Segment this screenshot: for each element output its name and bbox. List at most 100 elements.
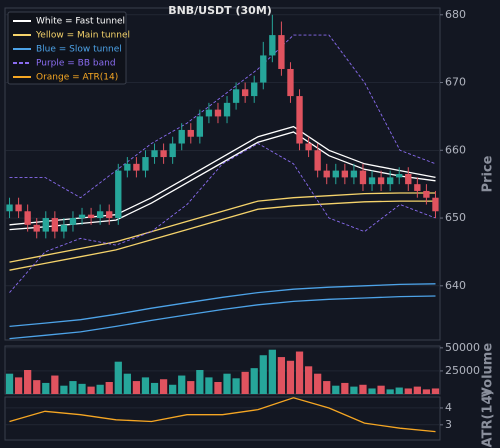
volume-bar — [277, 357, 286, 394]
volume-bar — [350, 386, 358, 394]
volume-bar — [268, 349, 276, 394]
y-axis-label: Price — [481, 155, 496, 192]
y-tick-label: 680 — [445, 8, 466, 21]
candle-body — [33, 224, 40, 232]
candle-body — [269, 35, 276, 56]
candle-body — [6, 204, 13, 212]
candle-body — [196, 116, 204, 137]
candle-body — [341, 170, 349, 178]
candle-body — [115, 170, 122, 219]
candle-body — [260, 55, 267, 83]
volume-bar — [359, 384, 367, 394]
volume-bar — [114, 361, 122, 394]
volume-bar — [60, 385, 68, 394]
candle-body — [405, 174, 412, 185]
candle-body — [24, 211, 31, 225]
indicator-line — [9, 131, 436, 231]
volume-bar — [341, 382, 349, 394]
candle-body — [414, 184, 421, 191]
candle-body — [423, 190, 430, 198]
volume-bar — [404, 388, 412, 394]
candle-body — [432, 197, 439, 212]
chart-title: BNB/USDT (30M) — [168, 4, 272, 17]
y-tick-label: 670 — [445, 76, 466, 89]
candle-body — [142, 157, 149, 171]
candle-body — [15, 204, 22, 212]
volume-bar — [51, 375, 59, 394]
candle-body — [160, 150, 167, 158]
candle-body — [350, 170, 358, 178]
volume-bar — [150, 382, 159, 394]
candle-body — [251, 82, 258, 97]
volume-bar — [96, 384, 104, 394]
volume-bar — [42, 382, 50, 394]
volume-bar — [69, 381, 77, 394]
candle-body — [396, 174, 403, 178]
volume-bar — [295, 351, 304, 394]
volume-bar — [323, 381, 331, 394]
panel-frame — [4, 7, 441, 341]
volume-bar — [141, 377, 150, 394]
candle-body — [296, 96, 303, 144]
candle-body — [359, 170, 367, 185]
volume-bar — [259, 355, 267, 394]
volume-bar — [159, 379, 168, 394]
volume-bar — [223, 373, 231, 394]
candle-body — [332, 170, 339, 178]
indicator-line — [9, 192, 436, 263]
candle-body — [187, 129, 194, 137]
candle-body — [42, 218, 49, 232]
indicator-line — [9, 142, 436, 293]
candle-body — [60, 224, 68, 232]
indicator-line — [9, 295, 436, 340]
volume-bar — [5, 373, 14, 394]
candle-body — [368, 177, 376, 185]
candle-body — [151, 150, 158, 158]
volume-bar — [232, 378, 240, 394]
volume-bar — [304, 366, 313, 394]
candle-body — [78, 214, 86, 219]
volume-bar — [123, 373, 131, 394]
volume-bar — [205, 377, 213, 394]
volume-bar — [105, 382, 113, 394]
candle-body — [133, 163, 140, 171]
volume-bar — [314, 373, 322, 394]
y-axis-label: Volume — [481, 343, 496, 398]
candle-body — [96, 211, 104, 219]
legend: White = Fast tunnel Yellow = Main tunnel B… — [7, 11, 130, 85]
atr-line — [9, 397, 436, 433]
volume-bar — [187, 381, 195, 394]
candle-body — [314, 150, 321, 171]
candle-body — [106, 211, 113, 219]
volume-bar — [413, 386, 421, 394]
indicator-line — [9, 283, 436, 328]
volume-bar — [178, 375, 186, 394]
candle-body — [205, 109, 213, 117]
indicator-line — [9, 200, 436, 271]
candle-body — [124, 163, 131, 171]
y-tick-label: 4 — [445, 401, 452, 414]
candle-body — [323, 170, 330, 178]
y-tick-label: 50000 — [445, 341, 480, 354]
volume-bar — [24, 370, 32, 394]
y-tick-label: 640 — [445, 279, 466, 292]
candle-body — [232, 89, 240, 103]
y-tick-label: 3 — [445, 418, 452, 431]
panel-frame — [4, 396, 441, 441]
legend-label: Purple = BB band — [36, 59, 116, 69]
volume-bar — [169, 384, 177, 394]
legend-label: Blue = Slow tunnel — [36, 45, 122, 55]
legend-label: Yellow = Main tunnel — [35, 31, 130, 41]
volume-bar — [196, 370, 204, 394]
legend-label: Orange = ATR(14) — [36, 73, 118, 83]
y-tick-label: 25000 — [445, 364, 480, 377]
volume-bar — [431, 388, 440, 394]
volume-bar — [286, 360, 295, 394]
volume-bar — [132, 381, 141, 394]
volume-bar — [368, 388, 376, 394]
volume-bar — [241, 371, 249, 394]
candle-body — [223, 102, 231, 117]
volume-bar — [386, 389, 394, 394]
candle-body — [241, 89, 249, 97]
